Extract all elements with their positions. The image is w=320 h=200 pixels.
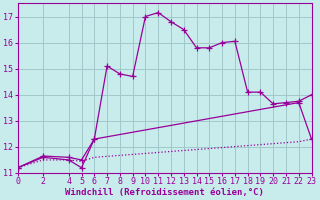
X-axis label: Windchill (Refroidissement éolien,°C): Windchill (Refroidissement éolien,°C) [65,188,264,197]
